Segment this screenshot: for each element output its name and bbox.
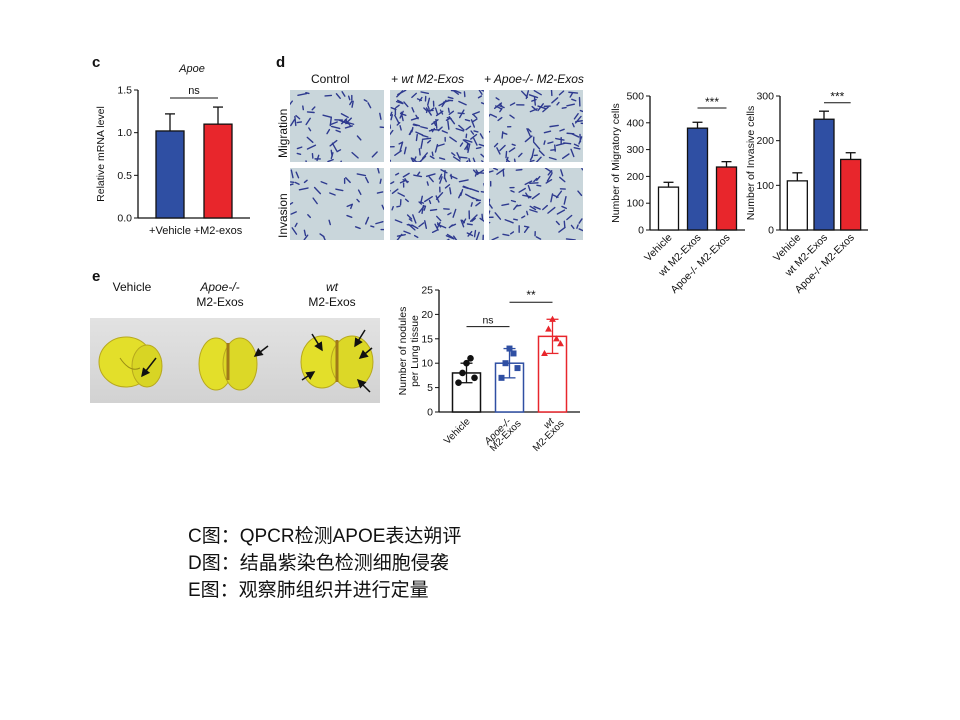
y-tick-label: 1.0 xyxy=(117,127,132,139)
data-point xyxy=(467,355,474,362)
bar-2 xyxy=(494,362,525,413)
bar-2 xyxy=(813,118,835,231)
caption-line-c: C图：QPCR检测APOE表达朔评 xyxy=(188,526,462,547)
y-axis-label: Number of Migratory cells xyxy=(610,103,622,223)
y-axis-label: per Lung tissue xyxy=(409,315,421,387)
data-point xyxy=(498,374,505,381)
y-tick-label: 10 xyxy=(421,358,433,370)
figure-caption: C图：QPCR检测APOE表达朔评 D图：结晶紫染色检测细胞侵袭 E图：观察肺组… xyxy=(188,523,461,604)
micrograph-tile xyxy=(290,90,384,162)
chart-c-apoe-mrna: 0.0 0.5 1.0 1.5 Relative mRNA level +Vehicle +… xyxy=(95,63,250,237)
micrograph-tile xyxy=(489,90,583,162)
chart-title: Apoe xyxy=(178,63,205,75)
lung-tissue-illustration xyxy=(98,329,374,393)
y-tick-label: 15 xyxy=(421,333,433,345)
bar-3 xyxy=(537,335,568,413)
bar-3 xyxy=(840,158,862,231)
caption-line-e: E图：观察肺组织并进行定量 xyxy=(188,580,429,601)
micrograph-texture xyxy=(290,168,384,240)
y-tick-label: 400 xyxy=(626,117,644,129)
y-tick-label: 0.5 xyxy=(117,170,132,182)
y-tick-label: 100 xyxy=(756,180,774,192)
y-tick-label: 1.5 xyxy=(117,85,132,97)
data-point xyxy=(463,359,470,367)
data-point xyxy=(506,345,513,352)
micrograph-texture xyxy=(390,169,484,240)
significance-label: ns xyxy=(188,85,200,97)
panel-letter-c: c xyxy=(92,54,101,71)
bar-2 xyxy=(686,127,709,231)
bar-1 xyxy=(657,186,680,231)
micrograph-tile xyxy=(390,90,484,162)
micrograph-tile xyxy=(390,168,484,240)
x-tick-label: +M2-exos xyxy=(194,225,243,237)
y-tick-label: 200 xyxy=(756,135,774,147)
bar-3 xyxy=(715,166,738,231)
row-header-migration: Migration xyxy=(276,108,290,158)
y-tick-label: 0 xyxy=(638,225,644,237)
y-tick-label: 20 xyxy=(421,309,433,321)
lung-label-wt: wt M2-Exos xyxy=(308,280,356,309)
chart-e-nodules: 0 5 10 15 20 25 Number of nodules per Lung tiss… xyxy=(397,285,580,454)
lung-specimen-wt xyxy=(300,329,374,393)
data-point xyxy=(459,369,466,377)
significance-label: ns xyxy=(482,315,493,327)
y-tick-label: 0.0 xyxy=(117,213,132,225)
y-tick-label: 300 xyxy=(626,144,644,156)
data-point xyxy=(514,365,521,372)
y-tick-label: 25 xyxy=(421,285,433,297)
chart-d-migratory-cells: 0 100 200 300 400 500 Number of Migratory cell… xyxy=(610,91,745,296)
lung-specimen-apoe xyxy=(198,337,269,391)
y-tick-label: 300 xyxy=(756,91,774,103)
y-tick-label: 200 xyxy=(626,171,644,183)
panel-letter-d: d xyxy=(276,54,286,71)
bar-1 xyxy=(155,130,185,219)
micrograph-texture xyxy=(290,91,384,162)
data-point xyxy=(510,350,517,357)
caption-line-d: D图：结晶紫染色检测细胞侵袭 xyxy=(188,553,449,574)
y-tick-label: 0 xyxy=(768,225,774,237)
column-header-apoe: + Apoe-/- M2-Exos xyxy=(484,72,584,86)
y-tick-label: 0 xyxy=(427,407,433,419)
data-point xyxy=(455,379,462,387)
panel-letter-e: e xyxy=(92,268,101,285)
micrograph-texture xyxy=(489,90,583,162)
data-point xyxy=(557,340,564,347)
lung-specimen-vehicle xyxy=(98,336,163,388)
lung-label-vehicle: Vehicle xyxy=(112,280,152,294)
x-tick-label: Vehicle xyxy=(442,416,473,447)
y-axis-label: Number of nodules xyxy=(397,307,409,396)
bar-1 xyxy=(786,180,808,231)
y-tick-label: 5 xyxy=(427,382,433,394)
significance-label: *** xyxy=(705,95,719,109)
micrograph-tile xyxy=(489,168,583,240)
micrograph-tile xyxy=(290,168,384,240)
y-axis-label: Number of Invasive cells xyxy=(745,106,757,220)
data-point xyxy=(545,325,552,332)
column-header-wt: + wt M2-Exos xyxy=(391,72,465,86)
column-header-control: Control xyxy=(311,72,350,86)
micrograph-texture xyxy=(390,90,484,162)
x-tick-label: +Vehicle xyxy=(149,225,191,237)
y-axis-label: Relative mRNA level xyxy=(95,106,107,202)
y-tick-label: 500 xyxy=(626,91,644,103)
micrograph-texture xyxy=(489,168,583,240)
lung-label-apoe: Apoe-/- M2-Exos xyxy=(196,280,244,309)
significance-label: *** xyxy=(830,90,844,104)
data-point xyxy=(471,374,478,382)
significance-label: ** xyxy=(526,288,536,302)
data-point xyxy=(553,335,560,342)
data-point xyxy=(541,349,548,357)
data-point xyxy=(502,360,509,367)
y-tick-label: 100 xyxy=(626,198,644,210)
lung-tissue-photo-strip xyxy=(90,318,380,403)
row-header-invasion: Invasion xyxy=(276,193,290,238)
data-point xyxy=(549,315,556,322)
bar-2 xyxy=(203,123,233,219)
